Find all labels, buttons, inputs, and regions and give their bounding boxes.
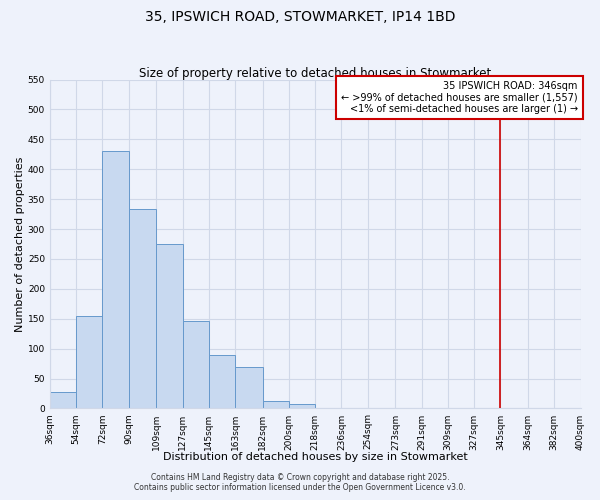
Bar <box>50 392 76 408</box>
Bar <box>76 316 103 408</box>
Text: 35 IPSWICH ROAD: 346sqm
← >99% of detached houses are smaller (1,557)
<1% of sem: 35 IPSWICH ROAD: 346sqm ← >99% of detach… <box>341 81 578 114</box>
Y-axis label: Number of detached properties: Number of detached properties <box>15 156 25 332</box>
Bar <box>182 320 209 408</box>
Title: Size of property relative to detached houses in Stowmarket: Size of property relative to detached ho… <box>139 66 491 80</box>
Bar <box>263 402 289 408</box>
Bar <box>157 244 182 408</box>
Bar <box>235 366 263 408</box>
Bar <box>103 152 128 408</box>
Bar <box>289 404 315 408</box>
Bar <box>209 354 235 408</box>
X-axis label: Distribution of detached houses by size in Stowmarket: Distribution of detached houses by size … <box>163 452 467 462</box>
Text: Contains HM Land Registry data © Crown copyright and database right 2025.
Contai: Contains HM Land Registry data © Crown c… <box>134 473 466 492</box>
Text: 35, IPSWICH ROAD, STOWMARKET, IP14 1BD: 35, IPSWICH ROAD, STOWMARKET, IP14 1BD <box>145 10 455 24</box>
Bar <box>128 210 157 408</box>
